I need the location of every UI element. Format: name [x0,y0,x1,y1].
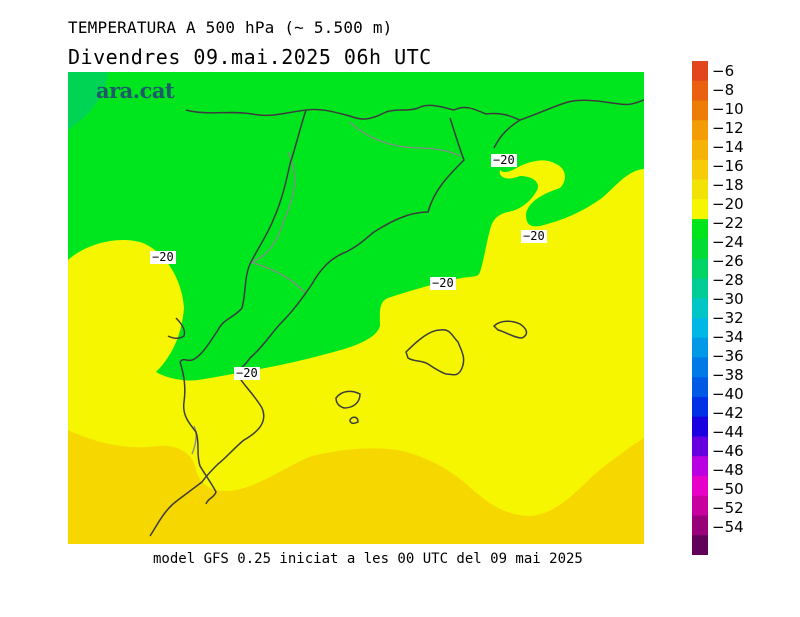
colorbar-swatch [692,535,708,555]
colorbar-swatch [692,238,708,260]
colorbar-swatch [692,456,708,477]
colorbar-swatch [692,278,708,299]
contour-label: −20 [491,153,517,167]
colorbar-label: −10 [712,100,744,118]
colorbar-swatch [692,298,708,319]
colorbar-swatch [692,396,708,418]
colorbar-swatch [692,357,708,378]
island-menorca [492,320,528,339]
coast-line [179,109,307,363]
colorbar-labels: −6 −8 −10 −12 −14 −16 −18 −20 −22 −24 −26 −28 −30 −32… [712,61,792,555]
colorbar-swatch [692,475,708,497]
colorbar-label: −24 [712,233,744,251]
coast-line [179,361,217,505]
colorbar-label: −8 [712,81,735,99]
colorbar-swatch [692,337,708,358]
colorbar-label: −22 [712,214,744,232]
colorbar-swatch [692,377,708,398]
colorbar-swatch [692,159,708,181]
contour-label: −20 [150,250,176,264]
model-run-caption: model GFS 0.25 iniciat a les 00 UTC del … [153,551,583,567]
border-line [191,425,197,455]
colorbar-label: −28 [712,271,744,289]
colorbar-swatch [692,495,708,516]
band-green [68,72,644,381]
island-formentera [349,416,359,425]
border-line [249,261,307,295]
coast-line [167,317,186,340]
colorbar-label: −12 [712,119,744,137]
colorbar-label: −38 [712,366,744,384]
colorbar-label: −46 [712,442,744,460]
coast-line [185,99,644,121]
temperature-map [68,72,644,544]
colorbar-swatch [692,80,708,102]
coast-line [493,119,521,149]
colorbar-label: −48 [712,461,744,479]
ara-cat-logo: ara.cat [96,78,175,103]
colorbar-label: −44 [712,423,744,441]
colorbar-label: −50 [712,480,744,498]
colorbar-label: −16 [712,157,744,175]
colorbar-label: −14 [712,138,744,156]
contour-label: −20 [234,366,260,380]
chart-subtitle: Divendres 09.mai.2025 06h UTC [68,45,432,69]
colorbar-label: −32 [712,309,744,327]
band-orange-yellow [68,430,644,544]
colorbar-label: −30 [712,290,744,308]
colorbar-swatch [692,61,708,82]
band-dark-green [68,72,108,130]
contour-label: −20 [521,229,547,243]
colorbar-swatch [692,219,708,240]
colorbar-swatch [692,416,708,437]
colorbar-swatch [692,140,708,161]
colorbar-label: −54 [712,518,744,536]
island-mallorca [405,328,465,376]
colorbar-swatch [692,258,708,279]
colorbar-swatch [692,317,708,339]
island-eivissa [335,390,361,409]
colorbar-swatch [692,120,708,141]
border-line [249,151,296,263]
colorbar-swatch [692,100,708,121]
colorbar-label: −40 [712,385,744,403]
colorbar-swatch [692,179,708,200]
colorbar-label: −36 [712,347,744,365]
colorbar-swatch [692,436,708,457]
colorbar-label: −34 [712,328,744,346]
colorbar-label: −42 [712,404,744,422]
colorbar-label: −52 [712,499,744,517]
colorbar-label: −18 [712,176,744,194]
colorbar-label: −20 [712,195,744,213]
contour-label: −20 [430,276,456,290]
chart-title: TEMPERATURA A 500 hPa (~ 5.500 m) [68,18,393,37]
colorbar-swatch [692,199,708,220]
border-line [349,121,461,157]
colorbar-label: −26 [712,252,744,270]
colorbar-label: −6 [712,62,735,80]
colorbar-swatch [692,515,708,536]
colorbar [692,61,708,555]
